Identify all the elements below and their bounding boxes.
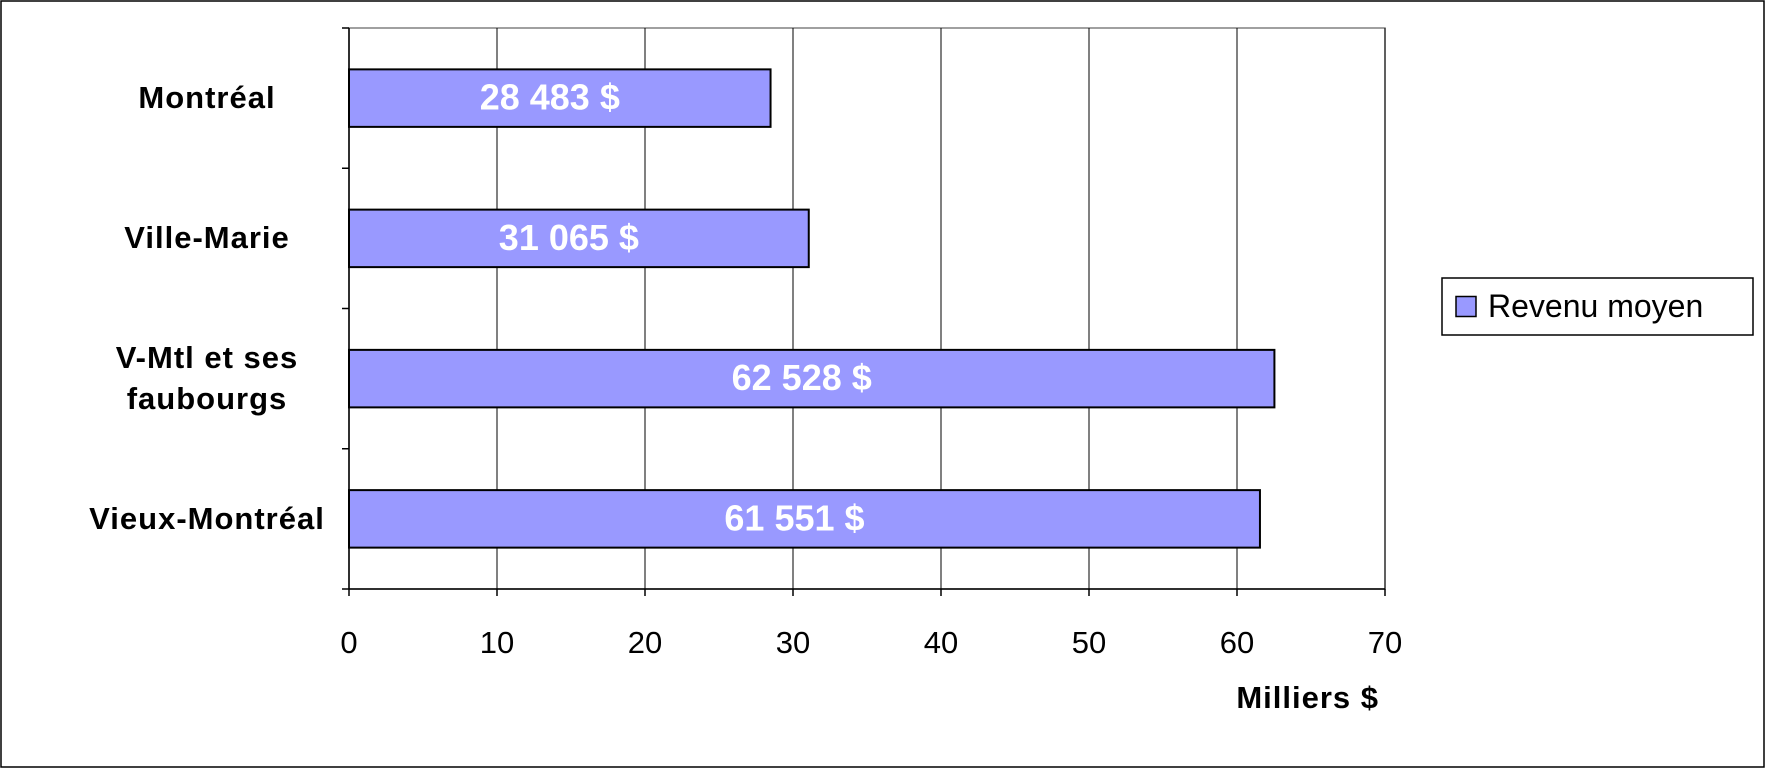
x-tick-label: 50 <box>1072 625 1106 660</box>
x-tick-label: 70 <box>1368 625 1402 660</box>
y-tick-label: Vieux-Montréal <box>89 500 325 536</box>
x-tick-label: 0 <box>340 625 357 660</box>
value-label: 28 483 $ <box>480 77 620 118</box>
legend-swatch <box>1455 295 1477 318</box>
value-label: 61 551 $ <box>724 497 864 538</box>
y-tick-label: Montréal <box>138 80 276 116</box>
bar <box>348 208 810 269</box>
y-tick-label: V-Mtl et ses faubourgs <box>115 339 299 417</box>
x-tick-label: 30 <box>776 625 810 660</box>
bar <box>348 348 1276 409</box>
x-tick-label: 40 <box>924 625 958 660</box>
y-tick-label: Ville-Marie <box>124 220 290 256</box>
value-label: 31 065 $ <box>499 217 639 258</box>
x-axis-label: Milliers $ <box>1236 680 1379 715</box>
bar <box>348 489 1261 549</box>
value-label: 62 528 $ <box>732 357 872 398</box>
legend-label: Revenu moyen <box>1488 288 1703 324</box>
x-tick-label: 20 <box>628 625 662 660</box>
x-tick-label: 10 <box>480 625 514 660</box>
x-tick-label: 60 <box>1220 625 1254 660</box>
bar <box>348 68 772 128</box>
legend-box <box>1441 277 1754 336</box>
